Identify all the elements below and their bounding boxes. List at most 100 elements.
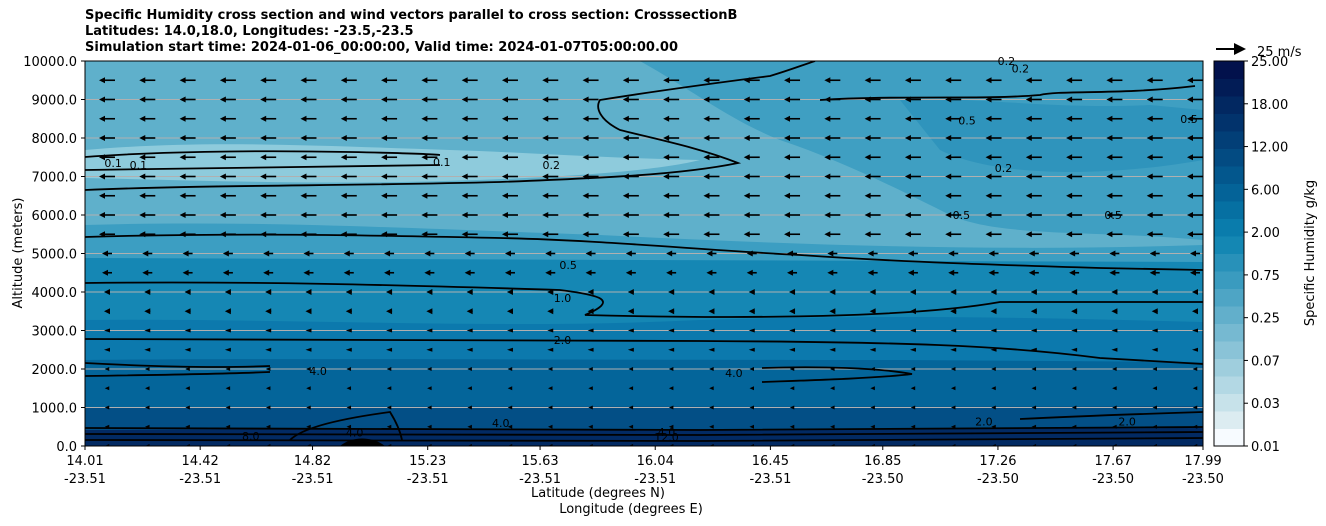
wind-vector-head [582,96,589,103]
wind-vector-head [461,231,468,238]
wind-vector [426,347,433,352]
wind-vector-head [1146,192,1153,199]
wind-vector-head [461,173,468,180]
colorbar-tick-label: 12.00 [1251,141,1288,156]
wind-vector-head [542,154,549,161]
wind-vector [1192,386,1198,391]
wind-vector [386,367,392,371]
contour-0.2-left [85,61,816,191]
wind-vector [1112,424,1117,429]
wind-vector-head [787,269,794,276]
wind-vector [789,386,795,391]
wind-vector [506,347,513,352]
wind-vector-head [746,250,753,257]
wind-vector-head [424,250,431,257]
wind-vector-head [1151,289,1158,295]
wind-vector [910,405,916,410]
wind-vector [507,386,513,391]
wind-vector-head [260,96,267,103]
wind-vector [1111,328,1118,333]
colorbar-segment [1214,288,1244,307]
wind-vector-head [1146,115,1153,122]
wind-vector-head [582,77,589,84]
wind-vector [185,405,190,410]
wind-vector-head [542,115,549,122]
wind-vector [1071,424,1077,429]
wind-vector-head [864,192,871,199]
wind-vector [548,367,553,371]
wind-vector [870,386,875,391]
wind-vector-head [184,308,191,315]
wind-vector-head [743,173,750,180]
wind-vector-head [582,192,589,199]
wind-vector-head [501,212,508,218]
wind-vector-head [219,231,226,238]
wind-vector-head [990,308,997,315]
wind-vector-head [1030,289,1037,295]
wind-vector [829,347,836,352]
wind-vector-head [542,96,549,103]
wind-vector-head [784,231,791,238]
wind-vector [1192,347,1198,352]
wind-vector-head [219,96,226,103]
wind-vector-head [869,308,876,315]
wind-vector-head [829,308,836,315]
x-tick-label-lat: 16.04 [637,454,674,469]
wind-vector-head [265,308,272,315]
wind-vector-head [260,154,267,161]
wind-vector-head [1111,308,1118,315]
wind-vector-head [582,212,589,218]
colorbar-segment [1214,148,1244,167]
colorbar-tick-label: 0.03 [1251,397,1280,412]
wind-vector [1030,328,1037,333]
wind-vector-head [139,231,146,238]
wind-vector-head [501,77,508,84]
wind-vector-head [144,289,151,295]
wind-vector-head [703,154,710,161]
wind-vector [991,424,996,429]
wind-vector-head [142,250,149,257]
wind-vector-head [343,269,350,276]
wind-vector-head [622,231,629,238]
wind-vector [627,347,634,352]
wind-vector-head [708,289,715,295]
wind-vector [709,386,714,391]
contour-2.0 [85,338,1203,365]
wind-vector-head [904,231,911,238]
wind-vector-head [703,212,710,218]
wind-vector [185,367,190,371]
wind-vector-head [945,135,952,141]
wind-vector [427,386,432,391]
wind-vector-head [305,308,312,315]
wind-vector-head [784,77,791,84]
wind-vector [708,328,715,333]
x-tick-label-lon: -23.51 [407,472,449,487]
wind-vector-head [582,231,589,238]
wind-vector [547,347,554,352]
contour-label: 0.2 [543,159,561,172]
wind-vector-head [904,173,911,180]
wind-vector-head [300,115,307,122]
wind-vector [628,367,634,371]
wind-vector [1112,405,1117,410]
wind-vector-head [104,289,110,295]
wind-vector-head [907,269,914,276]
colorbar-segment [1214,78,1244,97]
wind-vector-head [1146,231,1153,238]
wind-vector-head [627,308,634,315]
x-tick-label-lon: -23.51 [634,472,676,487]
wind-vector [1071,405,1077,410]
wind-vector-head [789,308,796,315]
wind-vector-head [1187,96,1193,103]
wind-vector-head [340,135,347,141]
wind-vector-head [585,250,592,257]
wind-vector [950,424,956,429]
wind-vector [427,424,432,429]
wind-vector [265,328,272,333]
x-tick-label-lat: 17.99 [1184,454,1221,469]
wind-vector-head [585,269,592,276]
wind-vector-head [260,212,267,218]
wind-vector-head [381,154,388,161]
wind-vector-head [743,154,750,161]
chart-title: Specific Humidity cross section and wind… [85,8,737,56]
